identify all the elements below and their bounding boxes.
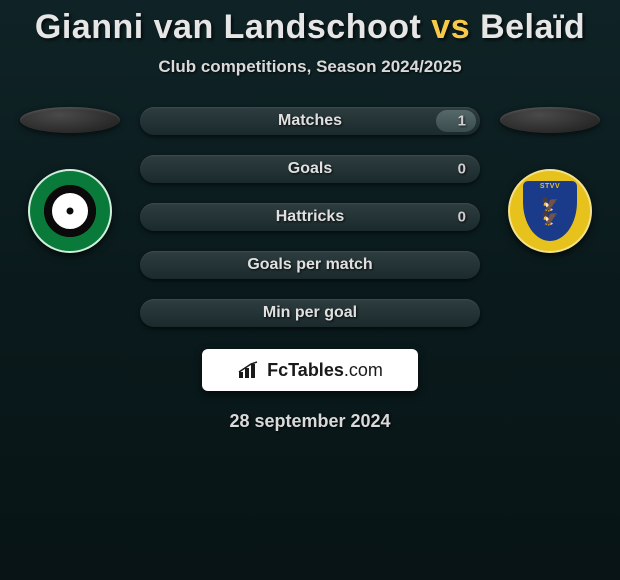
stat-label: Hattricks — [276, 208, 344, 226]
stat-right-value: 0 — [458, 209, 466, 226]
stat-pill-goals-per-match: Goals per match — [140, 251, 480, 279]
stats-column: Matches 1 Goals 0 Hattricks 0 Goals per … — [140, 107, 480, 327]
subtitle: Club competitions, Season 2024/2025 — [158, 57, 461, 77]
player2-avatar-placeholder — [500, 107, 600, 133]
shield-icon: STVV 🦅🦅 — [520, 178, 580, 244]
branding-text: FcTables.com — [267, 360, 383, 381]
stat-pill-hattricks: Hattricks 0 — [140, 203, 480, 231]
player1-club-badge: ♔ — [28, 169, 112, 253]
player2-club-badge: STVV 🦅🦅 — [508, 169, 592, 253]
stat-label: Matches — [278, 112, 342, 130]
date-label: 28 september 2024 — [229, 411, 390, 432]
player1-avatar-placeholder — [20, 107, 120, 133]
stat-pill-matches: Matches 1 — [140, 107, 480, 135]
main-row: ♔ Matches 1 Goals 0 Hattricks 0 Goals pe… — [0, 107, 620, 327]
site-name: FcTables — [267, 360, 344, 380]
stat-pill-goals: Goals 0 — [140, 155, 480, 183]
crown-icon: ♔ — [65, 174, 75, 187]
stat-right-value: 1 — [458, 113, 466, 130]
site-suffix: .com — [344, 360, 383, 380]
stat-right-value: 0 — [458, 161, 466, 178]
stat-label: Goals per match — [247, 256, 372, 274]
comparison-title: Gianni van Landschoot vs Belaïd — [35, 8, 585, 47]
stat-pill-min-per-goal: Min per goal — [140, 299, 480, 327]
right-column: STVV 🦅🦅 — [490, 107, 610, 253]
vs-label: vs — [431, 8, 470, 46]
eagle-icon: 🦅🦅 — [541, 197, 558, 225]
left-column: ♔ — [10, 107, 130, 253]
player2-name: Belaïd — [480, 8, 585, 46]
player1-name: Gianni van Landschoot — [35, 8, 421, 46]
branding-box: FcTables.com — [202, 349, 418, 391]
shield-text: STVV — [523, 183, 577, 190]
stat-label: Goals — [288, 160, 332, 178]
stat-label: Min per goal — [263, 304, 357, 322]
bars-icon — [237, 360, 261, 380]
infographic-root: Gianni van Landschoot vs Belaïd Club com… — [0, 0, 620, 580]
